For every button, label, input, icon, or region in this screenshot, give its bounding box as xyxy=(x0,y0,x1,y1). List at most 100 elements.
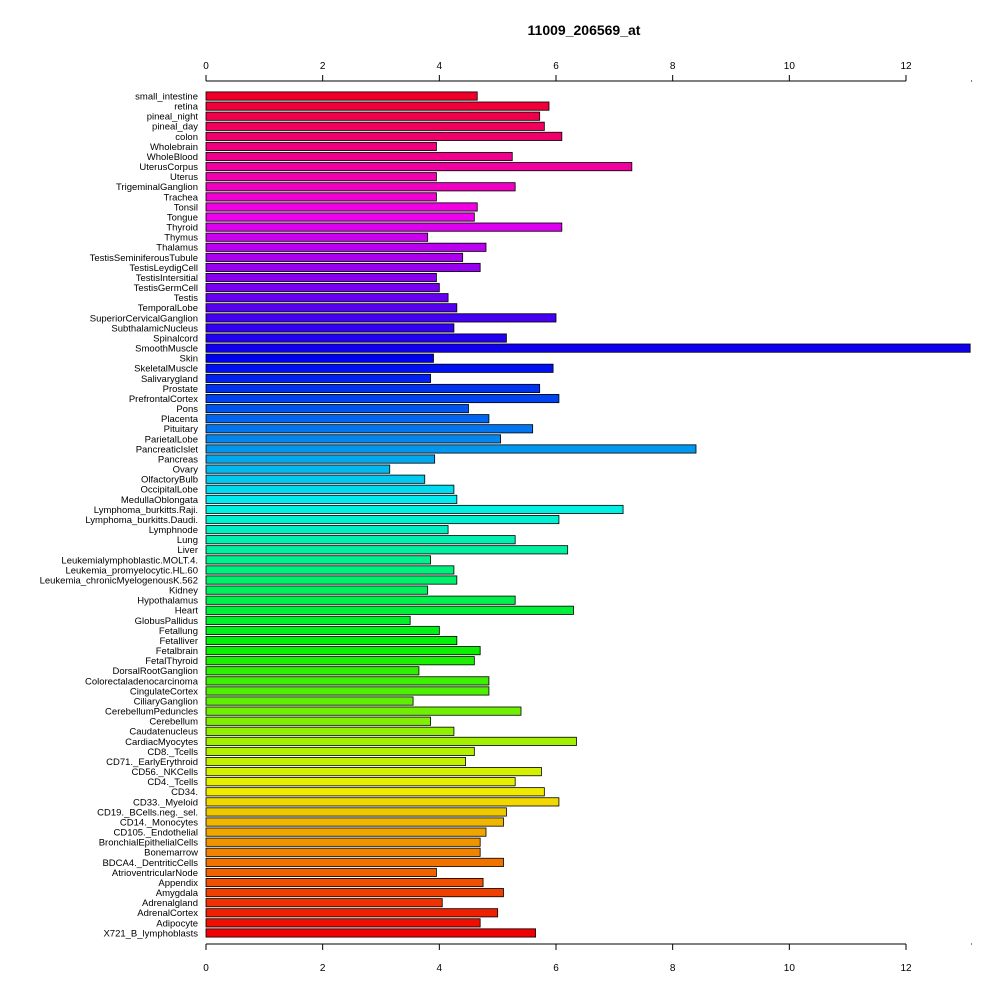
top-axis-tick-label: 8 xyxy=(670,61,676,72)
category-label: SubthalamicNucleus xyxy=(111,323,198,334)
category-label: FetalThyroid xyxy=(145,656,198,667)
bar xyxy=(205,585,429,595)
category-label: SmoothMuscle xyxy=(135,344,198,355)
bar xyxy=(205,313,557,323)
bar xyxy=(205,625,440,635)
category-label: colon xyxy=(175,132,198,143)
bar xyxy=(205,293,449,303)
bar xyxy=(205,575,458,585)
bar xyxy=(205,605,574,615)
category-label: Liver xyxy=(177,545,198,556)
category-label: Hypothalamus xyxy=(137,596,198,607)
bar xyxy=(205,535,516,545)
bar xyxy=(205,565,455,575)
category-label: SkeletalMuscle xyxy=(134,364,198,375)
bar xyxy=(205,404,469,414)
top-x-axis: 0 2 4 6 8 10 12 xyxy=(203,61,972,82)
bar xyxy=(205,847,481,857)
bar xyxy=(205,162,633,172)
category-label: Pituitary xyxy=(164,424,199,435)
bar xyxy=(205,857,504,867)
bar xyxy=(205,595,516,605)
bar xyxy=(205,192,437,202)
bar xyxy=(205,141,437,151)
category-label: Thalamus xyxy=(156,243,198,254)
bar xyxy=(205,454,436,464)
bar xyxy=(205,636,458,646)
bar xyxy=(205,908,499,918)
category-label: small_intestine xyxy=(135,91,198,102)
bottom-axis-tick-label: 6 xyxy=(553,963,559,974)
category-label: Leukemia_chronicMyelogenousK.562 xyxy=(40,575,198,586)
category-label: WholeBlood xyxy=(147,152,198,163)
bar xyxy=(205,383,541,393)
category-label: AtrioventricularNode xyxy=(112,868,198,879)
category-label: SuperiorCervicalGanglion xyxy=(90,313,198,324)
category-label: Bonemarrow xyxy=(144,848,198,859)
bottom-axis-tick-label: 4 xyxy=(437,963,443,974)
bar xyxy=(205,898,443,908)
category-label: Pons xyxy=(176,404,198,415)
bottom-x-axis: 0 2 4 6 8 10 12 xyxy=(203,943,972,974)
category-label: CD14._Monocytes xyxy=(120,817,198,828)
top-axis-tick-label: 0 xyxy=(203,61,209,72)
bar xyxy=(205,918,481,928)
category-label: Salivarygland xyxy=(141,374,198,385)
category-label: Leukemialymphoblastic.MOLT.4. xyxy=(61,555,198,566)
category-label: CardiacMyocytes xyxy=(125,737,198,748)
bottom-axis-tick-label: 12 xyxy=(900,963,912,974)
bar xyxy=(205,333,507,343)
category-label: Prostate xyxy=(163,384,198,395)
bar xyxy=(205,777,516,787)
bar xyxy=(205,878,484,888)
bar xyxy=(205,111,541,121)
category-label: Lymphoma_burkitts.Raji. xyxy=(94,505,198,516)
bar xyxy=(205,676,490,686)
category-label: Caudatenucleus xyxy=(129,727,198,738)
category-label: CD33._Myeloid xyxy=(133,797,198,808)
top-axis-tick-label: 4 xyxy=(437,61,443,72)
bar xyxy=(205,757,466,767)
category-label: Wholebrain xyxy=(150,142,198,153)
bar xyxy=(205,666,420,676)
bar xyxy=(205,696,414,706)
category-label: Adrenalgland xyxy=(142,898,198,909)
category-label: Adipocyte xyxy=(156,918,198,929)
bar xyxy=(205,434,501,444)
category-label: Thyroid xyxy=(166,223,198,234)
bar xyxy=(205,101,550,111)
category-label: CD56._NKCells xyxy=(131,767,198,778)
bar xyxy=(205,131,563,141)
category-label: CD34. xyxy=(171,787,198,798)
top-axis-tick-label: 12 xyxy=(900,61,912,72)
category-label: OccipitalLobe xyxy=(140,485,198,496)
bar xyxy=(205,504,624,514)
category-label: Cerebellum xyxy=(149,717,198,728)
bar xyxy=(205,424,534,434)
category-label: Skin xyxy=(180,354,198,365)
bar xyxy=(205,555,431,565)
bar xyxy=(205,303,458,313)
bar xyxy=(205,474,426,484)
category-label: CD71._EarlyErythroid xyxy=(106,757,198,768)
category-label: PancreaticIslet xyxy=(136,444,199,455)
bar xyxy=(205,353,434,363)
category-label: OlfactoryBulb xyxy=(141,475,198,486)
category-label: TrigeminalGanglion xyxy=(116,182,198,193)
category-label: CD19._BCells.neg._sel. xyxy=(97,807,198,818)
category-label: Uterus xyxy=(170,172,198,183)
bar xyxy=(205,373,431,383)
category-label: CerebellumPeduncles xyxy=(105,707,198,718)
bar xyxy=(205,746,475,756)
bar xyxy=(205,767,542,777)
category-label: Fetalliver xyxy=(159,636,198,647)
category-label: Testis xyxy=(174,293,199,304)
category-label: Trachea xyxy=(164,192,199,203)
bar xyxy=(205,656,475,666)
category-label: GlobusPallidus xyxy=(135,616,199,627)
bar xyxy=(205,646,481,656)
bar xyxy=(205,867,437,877)
bar xyxy=(205,726,455,736)
bar xyxy=(205,484,455,494)
